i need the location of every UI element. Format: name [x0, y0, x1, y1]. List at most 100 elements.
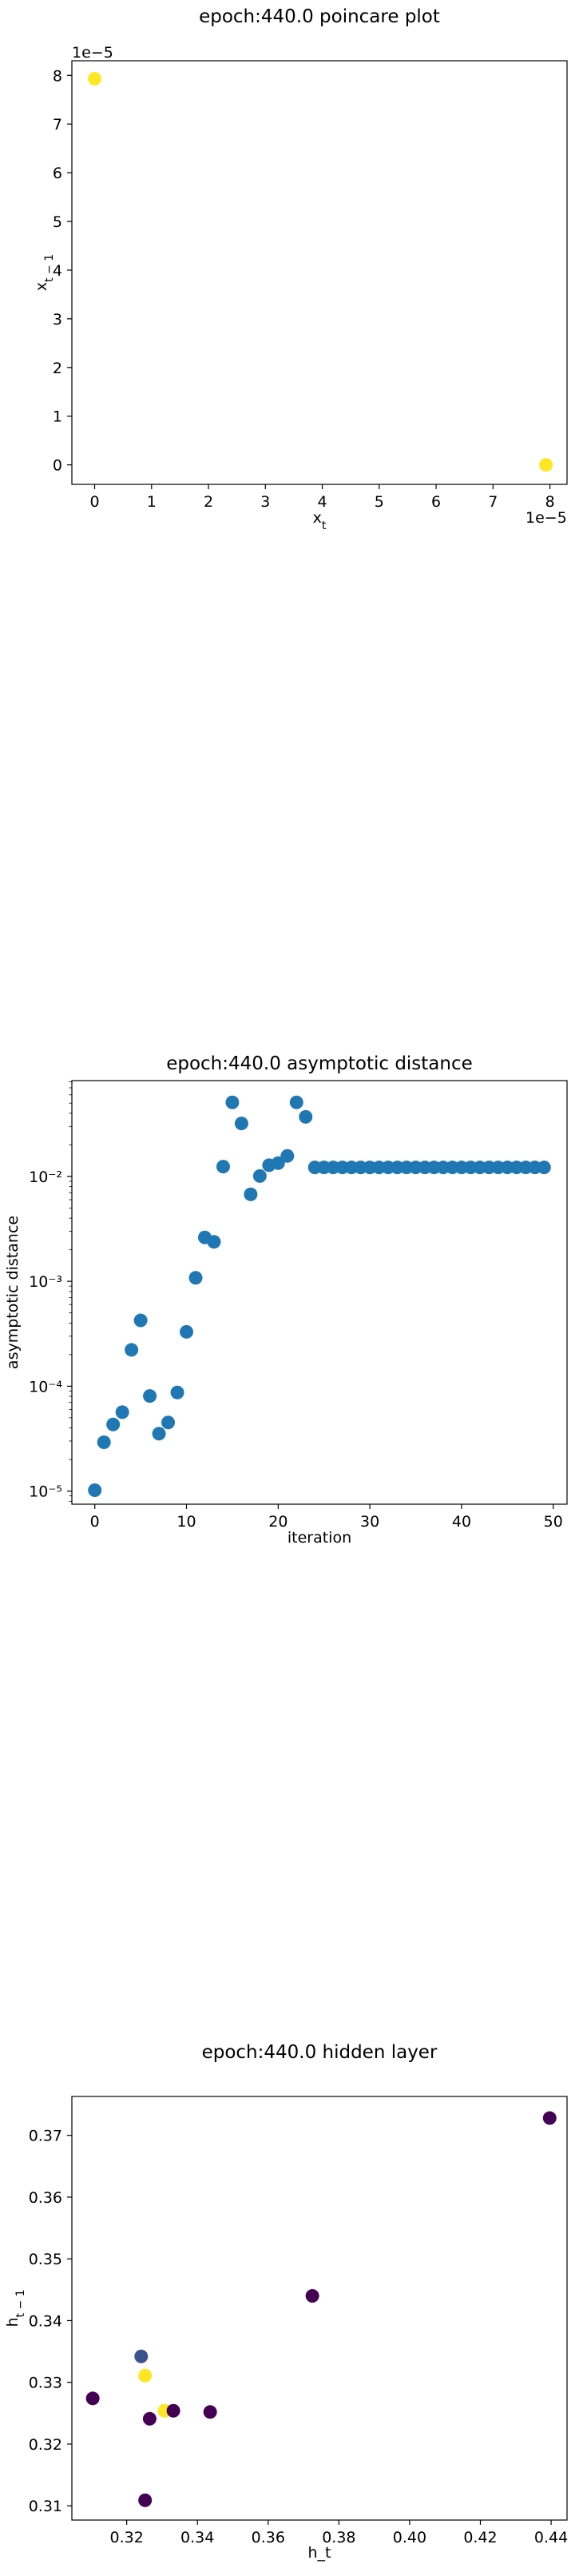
y-tick-label: 0: [53, 457, 62, 475]
x-tick-label: 8: [545, 493, 555, 511]
data-point: [88, 1483, 102, 1497]
chart-title: epoch:440.0 hidden layer: [202, 2042, 438, 2063]
y-tick-label: 7: [53, 116, 62, 133]
x-tick-label: 0.42: [463, 2529, 497, 2546]
x-tick-label: 0: [90, 1513, 100, 1531]
x-tick-label: 0.32: [109, 2529, 143, 2546]
y-tick-label: 10⁻⁴: [29, 1378, 62, 1395]
data-point: [97, 1435, 111, 1450]
x-tick-label: 0.34: [180, 2529, 214, 2546]
x-tick-label: 1: [147, 493, 157, 511]
y-axis: 0.31 0.32 0.33 0.34 0.35 0.36 0.37: [29, 2128, 72, 2515]
data-point: [166, 2403, 180, 2418]
data-point: [289, 1095, 303, 1109]
y-tick-label: 3: [53, 311, 62, 328]
x-tick-label: 5: [375, 493, 384, 511]
y-tick-label: 10⁻³: [29, 1273, 62, 1291]
y-axis-label: ht − 1: [4, 2289, 27, 2327]
data-point: [170, 1385, 184, 1399]
y-tick-label: 10⁻²: [29, 1169, 62, 1186]
y-tick-label: 6: [53, 165, 62, 182]
data-point: [244, 1187, 258, 1201]
data-point: [225, 1095, 240, 1109]
data-points: [88, 72, 553, 472]
y-tick-label: 0.35: [29, 2251, 62, 2268]
x-tick-label: 4: [318, 493, 327, 511]
y-tick-label: 4: [53, 262, 62, 280]
x-tick-label: 30: [360, 1513, 379, 1531]
data-point: [125, 1343, 139, 1357]
plot-frame: [71, 1080, 568, 1505]
x-axis-label: xt: [313, 509, 327, 532]
x-axis-label: h_t: [308, 2544, 331, 2562]
y-tick-label: 8: [53, 67, 62, 85]
data-point: [85, 2391, 100, 2406]
x-tick-label: 6: [431, 493, 441, 511]
data-point: [133, 1313, 148, 1328]
y-axis: 0 1 2 3 4 5 6 7 8: [53, 67, 72, 475]
data-points: [85, 2111, 557, 2507]
x-tick-label: 20: [268, 1513, 288, 1531]
data-point: [280, 1149, 295, 1163]
x-tick-label: 0.40: [393, 2529, 426, 2546]
y-axis-label: asymptotic distance: [4, 1216, 22, 1369]
data-point: [537, 1161, 551, 1175]
y-offset-text: 1e−5: [72, 44, 113, 62]
x-tick-label: 50: [544, 1513, 563, 1531]
hidden-layer-chart: epoch:440.0 hidden layer 0.32 0.34 0.36 0.3…: [4, 2042, 568, 2562]
y-tick-label: 0.32: [29, 2436, 62, 2454]
y-tick-label: 0.37: [29, 2128, 62, 2145]
data-point: [88, 72, 102, 86]
x-axis: 0 1 2 3 4 5 6 7 8: [89, 484, 555, 511]
data-point: [138, 2368, 153, 2383]
x-tick-label: 0.44: [534, 2529, 568, 2546]
x-axis: 0.32 0.34 0.36 0.38 0.40 0.42 0.44: [109, 2520, 568, 2546]
asymptotic-distance-chart: epoch:440.0 asymptotic distance 0 10 20 30 4…: [4, 1053, 568, 1547]
data-point: [161, 1415, 176, 1430]
data-point: [143, 1389, 157, 1403]
y-axis: 10⁻⁵ 10⁻⁴ 10⁻³ 10⁻²: [29, 1081, 72, 1502]
x-tick-label: 7: [488, 493, 498, 511]
x-tick-label: 0.36: [252, 2529, 285, 2546]
data-point: [299, 1109, 313, 1124]
x-axis-label: iteration: [288, 1529, 351, 1547]
data-point: [138, 2493, 153, 2507]
data-point: [134, 2349, 149, 2363]
data-point: [180, 1324, 194, 1339]
plot-frame: [71, 60, 568, 485]
y-tick-label: 10⁻⁵: [29, 1483, 62, 1501]
x-offset-text: 1e−5: [525, 509, 567, 527]
data-point: [271, 1156, 285, 1170]
data-point: [152, 1427, 166, 1441]
data-point: [305, 2289, 319, 2303]
y-tick-label: 5: [53, 213, 62, 231]
y-tick-label: 2: [53, 360, 62, 377]
data-point: [106, 1417, 121, 1431]
data-point: [188, 1271, 203, 1285]
plot-frame: [71, 2096, 568, 2521]
x-tick-label: 2: [204, 493, 213, 511]
data-point: [542, 2111, 557, 2125]
data-point: [115, 1405, 129, 1419]
data-point: [216, 1160, 230, 1174]
chart-title: epoch:440.0 poincare plot: [199, 6, 440, 27]
chart-title: epoch:440.0 asymptotic distance: [166, 1053, 473, 1074]
x-axis: 0 10 20 30 40 50: [90, 1504, 563, 1531]
y-tick-label: 0.33: [29, 2375, 62, 2392]
data-point: [207, 1235, 221, 1249]
x-tick-label: 40: [452, 1513, 471, 1531]
data-point: [234, 1117, 248, 1131]
data-point: [252, 1169, 267, 1183]
data-point: [203, 2405, 217, 2419]
data-points: [88, 1095, 551, 1497]
x-tick-label: 3: [260, 493, 270, 511]
y-tick-label: 0.36: [29, 2189, 62, 2207]
poincare-chart: epoch:440.0 poincare plot 1e−5 1e−5 0 1 2 3…: [33, 6, 568, 532]
x-tick-label: 0: [89, 493, 99, 511]
y-tick-label: 0.34: [29, 2312, 62, 2330]
x-tick-label: 0.38: [322, 2529, 355, 2546]
data-point: [142, 2411, 157, 2426]
data-point: [539, 458, 553, 472]
x-tick-label: 10: [176, 1513, 196, 1531]
